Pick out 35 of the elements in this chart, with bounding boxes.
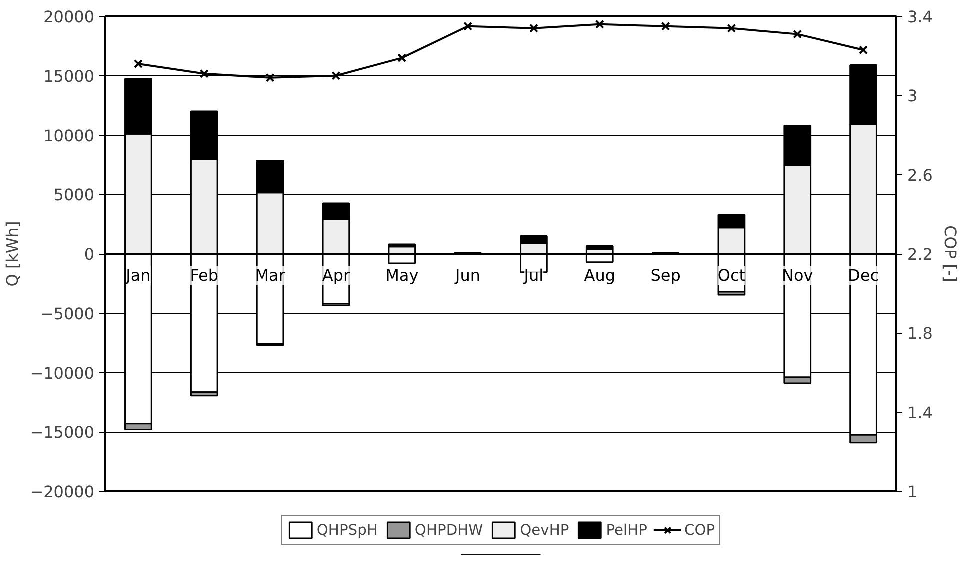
y2-tick-label: 1.4 <box>908 403 933 422</box>
legend-label: PelHP <box>606 522 648 538</box>
y-tick-label: 15000 <box>44 66 95 86</box>
x-tick-label: Jul <box>523 266 544 285</box>
legend-label: QHPDHW <box>414 522 484 538</box>
y-tick-label: 20000 <box>44 8 95 26</box>
x-tick-label: Nov <box>782 266 814 285</box>
y-tick-label: 0 <box>84 245 95 264</box>
y2-tick-label: 2.6 <box>908 166 933 185</box>
x-tick-label: Sep <box>650 266 681 285</box>
y-tick-label: −20000 <box>30 482 95 502</box>
y-axis-title: Q [kWh] <box>3 221 22 287</box>
y2-tick-label: 1.8 <box>908 324 933 344</box>
x-tick-label: Dec <box>848 266 880 285</box>
x-tick-label: Mar <box>255 266 286 285</box>
y2-tick-label: 1 <box>908 482 918 502</box>
x-tick-label: May <box>386 266 419 285</box>
legend-label: COP <box>684 522 716 538</box>
y-tick-label: −5000 <box>40 304 94 324</box>
x-tick-label: Feb <box>190 266 219 285</box>
x-tick-label: Jun <box>454 266 481 285</box>
y2-tick-label: 3 <box>908 86 918 106</box>
y2-tick-label: 3.4 <box>908 8 933 26</box>
y-tick-label: −15000 <box>30 423 95 442</box>
x-tick-label: Jan <box>125 266 151 285</box>
y-tick-label: 10000 <box>44 126 95 146</box>
y2-tick-label: 2.2 <box>908 245 933 264</box>
legend-label: QHPSpH <box>316 522 378 538</box>
x-tick-label: Oct <box>718 266 746 285</box>
y2-axis-title: COP [-] <box>940 226 960 282</box>
y-tick-label: 5000 <box>54 186 94 205</box>
legend-label: QevHP <box>520 522 570 538</box>
x-tick-label: Apr <box>322 266 350 285</box>
y-tick-label: −10000 <box>30 364 95 383</box>
x-tick-label: Aug <box>584 266 616 285</box>
